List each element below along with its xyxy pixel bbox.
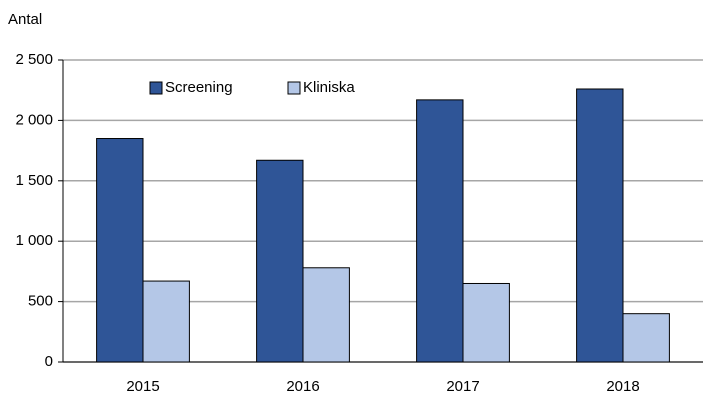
y-tick-label: 500 <box>28 293 53 310</box>
x-tick-label: 2015 <box>126 378 159 395</box>
legend-swatch <box>149 81 163 95</box>
y-tick-label: 0 <box>45 353 53 370</box>
bar <box>622 313 670 363</box>
bar <box>462 282 510 363</box>
bar <box>256 159 304 363</box>
bar <box>416 99 464 363</box>
legend-label: Screening <box>165 79 233 96</box>
y-tick-label: 2 000 <box>15 111 53 128</box>
x-tick-label: 2017 <box>446 378 479 395</box>
bar <box>576 88 624 363</box>
legend-label: Kliniska <box>303 79 355 96</box>
bar <box>142 280 190 363</box>
y-tick-label: 2 500 <box>15 51 53 68</box>
legend-swatch <box>287 81 301 95</box>
x-tick-label: 2016 <box>286 378 319 395</box>
y-tick-label: 1 000 <box>15 232 53 249</box>
y-tick-label: 1 500 <box>15 172 53 189</box>
bar <box>96 138 144 363</box>
x-tick-label: 2018 <box>606 378 639 395</box>
bar <box>302 267 350 363</box>
y-axis-label: Antal <box>8 11 42 28</box>
